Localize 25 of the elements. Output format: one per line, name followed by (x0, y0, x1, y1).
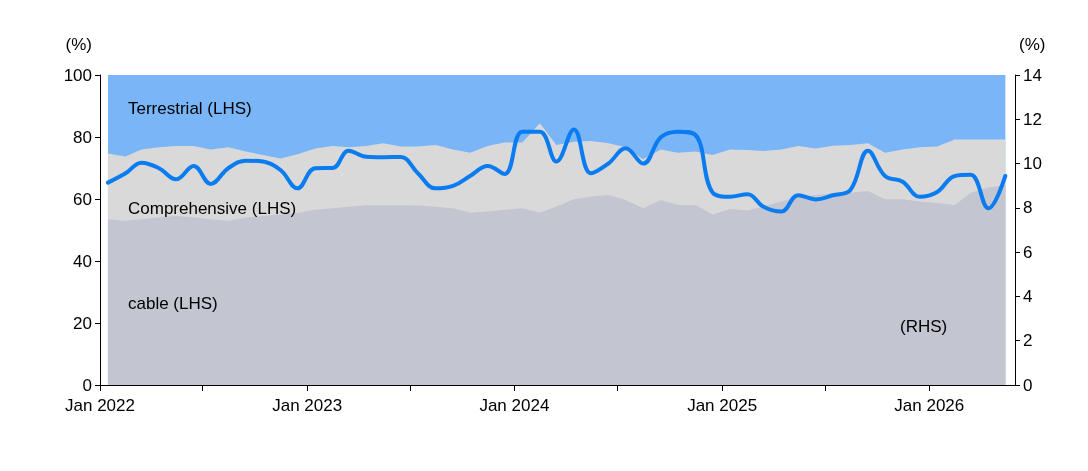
y2-tick-label: 12 (1023, 109, 1042, 129)
y2-tick-label: 4 (1023, 286, 1033, 306)
x-tick-label: Jan 2022 (65, 396, 135, 415)
series-label: Comprehensive (LHS) (128, 199, 297, 218)
y2-tick-label: 0 (1023, 375, 1033, 395)
y2-tick-label: 2 (1023, 331, 1033, 351)
x-tick-label: Jan 2024 (479, 396, 550, 415)
series-label: Terrestrial (LHS) (128, 99, 252, 118)
y-tick-label: 0 (82, 375, 92, 395)
series-label: cable (LHS) (128, 294, 218, 313)
y-tick-label: 20 (73, 313, 92, 333)
y2-axis-title: (%) (1019, 35, 1046, 54)
y-tick-label: 60 (73, 189, 92, 209)
y2-tick-label: 14 (1023, 65, 1042, 85)
y-tick-label: 80 (73, 127, 92, 147)
annotation: (RHS) (900, 317, 948, 336)
y-tick-label: 40 (73, 251, 92, 271)
x-tick-label: Jan 2026 (894, 396, 965, 415)
x-tick-label: Jan 2023 (272, 396, 343, 415)
y-axis-title: (%) (65, 35, 92, 54)
y2-tick-label: 8 (1023, 198, 1033, 218)
y-tick-label: 100 (63, 65, 92, 85)
x-tick-label: Jan 2025 (687, 396, 758, 415)
y2-tick-label: 6 (1023, 242, 1033, 262)
y2-tick-label: 10 (1023, 154, 1042, 174)
